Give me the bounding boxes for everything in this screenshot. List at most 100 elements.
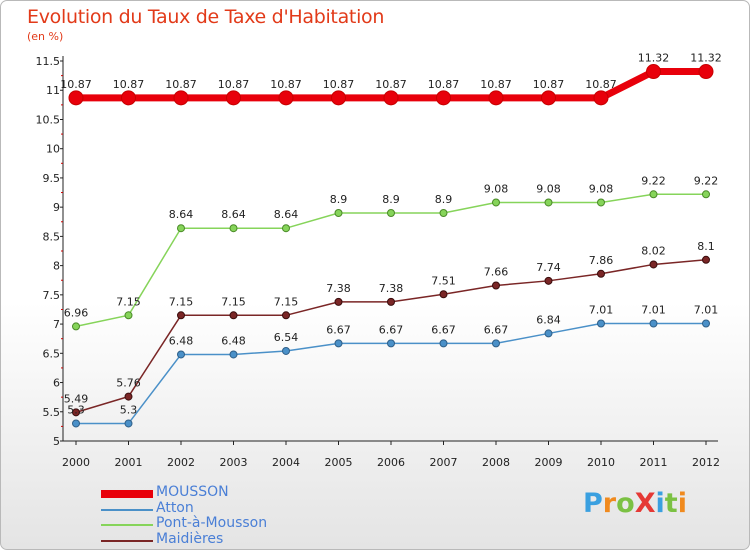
data-label: 8.64 bbox=[221, 208, 246, 221]
data-point bbox=[282, 224, 290, 233]
data-label: 6.67 bbox=[431, 323, 456, 336]
data-point bbox=[278, 90, 294, 106]
chart-title: Evolution du Taux de Taxe d'Habitation bbox=[27, 6, 385, 28]
y-tick-label: 7 bbox=[53, 318, 60, 331]
y-tick-label: 6 bbox=[53, 377, 60, 390]
data-point bbox=[173, 90, 189, 106]
y-tick-label: 9.5 bbox=[43, 172, 61, 185]
data-label: 10.87 bbox=[585, 78, 617, 91]
data-label: 10.87 bbox=[428, 78, 460, 91]
y-tick-label: 8.5 bbox=[43, 230, 61, 243]
x-tick-label: 2006 bbox=[377, 456, 405, 469]
x-tick-label: 2010 bbox=[587, 456, 615, 469]
data-point bbox=[334, 297, 343, 306]
data-label: 8.64 bbox=[169, 208, 194, 221]
logo-letter: o bbox=[616, 488, 635, 519]
data-point bbox=[492, 198, 500, 207]
data-point bbox=[649, 260, 658, 269]
data-label: 9.08 bbox=[589, 182, 614, 195]
logo-letter: t bbox=[664, 488, 678, 519]
data-label: 8.02 bbox=[641, 244, 666, 257]
data-point bbox=[387, 297, 395, 306]
data-label: 6.48 bbox=[221, 334, 246, 347]
data-label: 7.01 bbox=[589, 303, 614, 316]
data-point bbox=[387, 339, 395, 348]
data-label: 11.32 bbox=[690, 52, 722, 65]
legend-label: Atton bbox=[156, 499, 194, 516]
legend-label: Pont-à-Mousson bbox=[156, 515, 268, 531]
data-point bbox=[439, 290, 448, 299]
data-point bbox=[383, 90, 399, 106]
data-point bbox=[436, 90, 451, 106]
data-label: 8.9 bbox=[435, 193, 453, 206]
y-tick-label: 5.5 bbox=[43, 406, 61, 419]
legend-swatch bbox=[101, 524, 153, 526]
data-point bbox=[387, 209, 395, 217]
y-tick-label: 9 bbox=[53, 201, 60, 214]
data-point bbox=[702, 190, 710, 199]
data-point bbox=[492, 339, 500, 348]
data-label: 6.84 bbox=[536, 313, 561, 326]
data-label: 6.67 bbox=[326, 323, 351, 336]
data-point bbox=[121, 90, 136, 106]
data-point bbox=[597, 269, 605, 278]
data-point bbox=[702, 255, 710, 264]
data-point bbox=[488, 90, 504, 106]
data-label: 10.87 bbox=[218, 78, 250, 91]
proxiti-logo: ProXiti bbox=[583, 488, 687, 519]
data-label: 7.15 bbox=[169, 295, 194, 308]
data-point bbox=[597, 319, 605, 328]
data-label: 7.01 bbox=[694, 303, 719, 316]
data-point bbox=[72, 408, 80, 417]
data-label: 7.86 bbox=[589, 254, 614, 267]
data-label: 6.67 bbox=[484, 323, 509, 336]
data-point bbox=[226, 90, 241, 106]
data-point bbox=[229, 350, 238, 359]
y-tick-label: 10.5 bbox=[36, 113, 61, 126]
data-label: 10.87 bbox=[480, 78, 512, 91]
data-point bbox=[646, 64, 661, 80]
data-point bbox=[544, 198, 553, 207]
x-tick-label: 2003 bbox=[220, 456, 248, 469]
data-point bbox=[334, 209, 343, 217]
x-tick-label: 2009 bbox=[535, 456, 563, 469]
legend-swatch bbox=[101, 539, 153, 542]
y-tick-label: 10 bbox=[46, 143, 60, 156]
y-tick-label: 5 bbox=[53, 435, 60, 448]
data-label: 10.87 bbox=[375, 78, 407, 91]
data-label: 7.66 bbox=[484, 265, 509, 278]
y-tick-label: 11.5 bbox=[36, 55, 61, 68]
data-label: 10.87 bbox=[165, 78, 197, 91]
data-label: 5.3 bbox=[67, 403, 85, 416]
data-point bbox=[124, 392, 133, 401]
data-point bbox=[541, 90, 556, 106]
data-label: 5.49 bbox=[64, 392, 89, 405]
legend-swatch bbox=[101, 490, 153, 498]
data-point bbox=[334, 339, 343, 348]
data-label: 5.3 bbox=[120, 403, 138, 416]
x-tick-label: 2000 bbox=[62, 456, 90, 469]
data-point bbox=[698, 64, 714, 80]
data-label: 8.1 bbox=[697, 240, 715, 253]
data-point bbox=[124, 311, 133, 320]
x-tick-label: 2002 bbox=[167, 456, 195, 469]
legend-label: MOUSSON bbox=[156, 484, 229, 500]
x-tick-label: 2008 bbox=[482, 456, 510, 469]
data-point bbox=[492, 281, 500, 290]
x-tick-label: 2004 bbox=[272, 456, 300, 469]
data-point bbox=[649, 190, 658, 199]
data-label: 6.54 bbox=[274, 331, 299, 344]
y-tick-label: 8 bbox=[53, 260, 60, 273]
data-label: 7.74 bbox=[536, 261, 561, 274]
x-tick-label: 2011 bbox=[640, 456, 668, 469]
data-label: 7.15 bbox=[274, 295, 299, 308]
logo-letter: i bbox=[677, 488, 687, 519]
data-point bbox=[439, 339, 448, 348]
data-label: 8.9 bbox=[330, 193, 348, 206]
x-tick-label: 2001 bbox=[115, 456, 143, 469]
data-point bbox=[282, 346, 290, 355]
data-point bbox=[229, 311, 238, 320]
data-label: 8.64 bbox=[274, 208, 299, 221]
chart-subtitle: (en %) bbox=[27, 30, 64, 43]
